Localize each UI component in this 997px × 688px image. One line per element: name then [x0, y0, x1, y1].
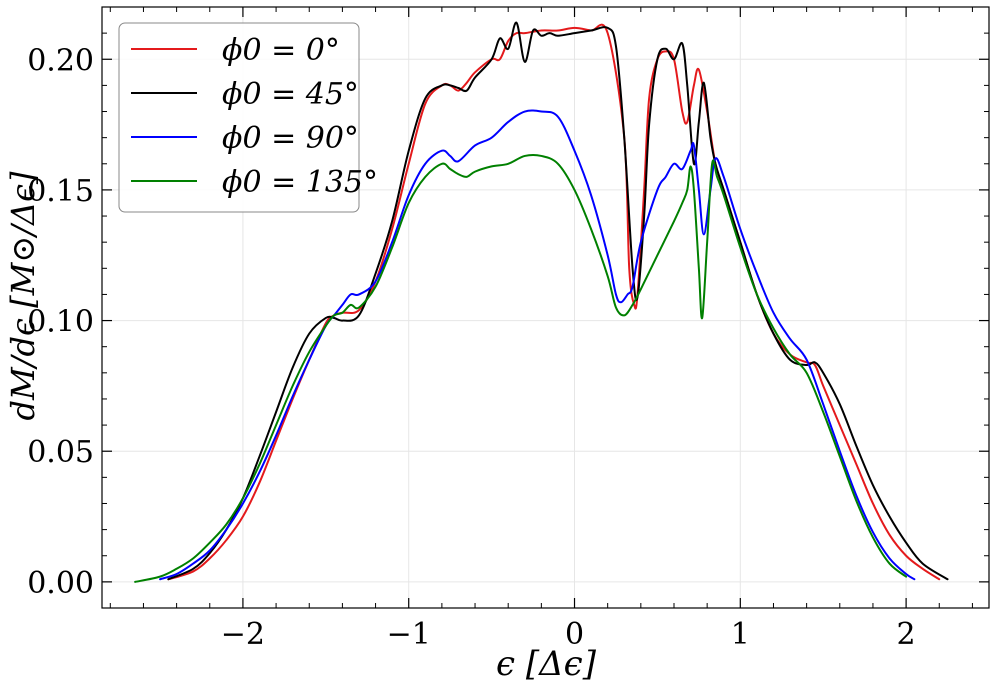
- x-axis-label: ϵ [Δϵ]: [496, 644, 597, 684]
- y-tick-label: 0.15: [27, 174, 94, 209]
- legend-entry-phi0-135: ϕ0 = 135°: [222, 165, 378, 200]
- series-layer: [134, 21, 949, 583]
- x-tick-label: −1: [387, 617, 431, 652]
- legend-entry-phi0-45: ϕ0 = 45°: [222, 77, 359, 112]
- series-phi0-45: [167, 21, 949, 581]
- x-tick-label: 2: [897, 617, 916, 652]
- y-tick-label: 0.05: [27, 435, 94, 470]
- tick-labels: −2 −1 0 1 2 0.00 0.05 0.10 0.15 0.20: [27, 43, 915, 652]
- legend: ϕ0 = 0° ϕ0 = 45° ϕ0 = 90° ϕ0 = 135°: [118, 22, 378, 213]
- y-tick-label: 0.10: [27, 305, 94, 340]
- legend-entry-phi0-0: ϕ0 = 0°: [222, 33, 340, 68]
- y-axis-label: dM/dϵ [M⊙/Δϵ]: [4, 171, 42, 420]
- axis-ticks: [102, 6, 989, 609]
- legend-box: [118, 22, 360, 213]
- series-phi0-90: [159, 109, 916, 581]
- legend-entry-phi0-90: ϕ0 = 90°: [222, 121, 359, 156]
- x-tick-label: 1: [731, 617, 750, 652]
- grid: [102, 7, 989, 608]
- y-tick-label: 0.20: [27, 43, 94, 78]
- y-tick-label: 0.00: [27, 566, 94, 601]
- plot-frame: [101, 6, 990, 609]
- x-tick-label: 0: [565, 617, 584, 652]
- series-phi0-135: [134, 153, 908, 583]
- x-tick-label: −2: [221, 617, 265, 652]
